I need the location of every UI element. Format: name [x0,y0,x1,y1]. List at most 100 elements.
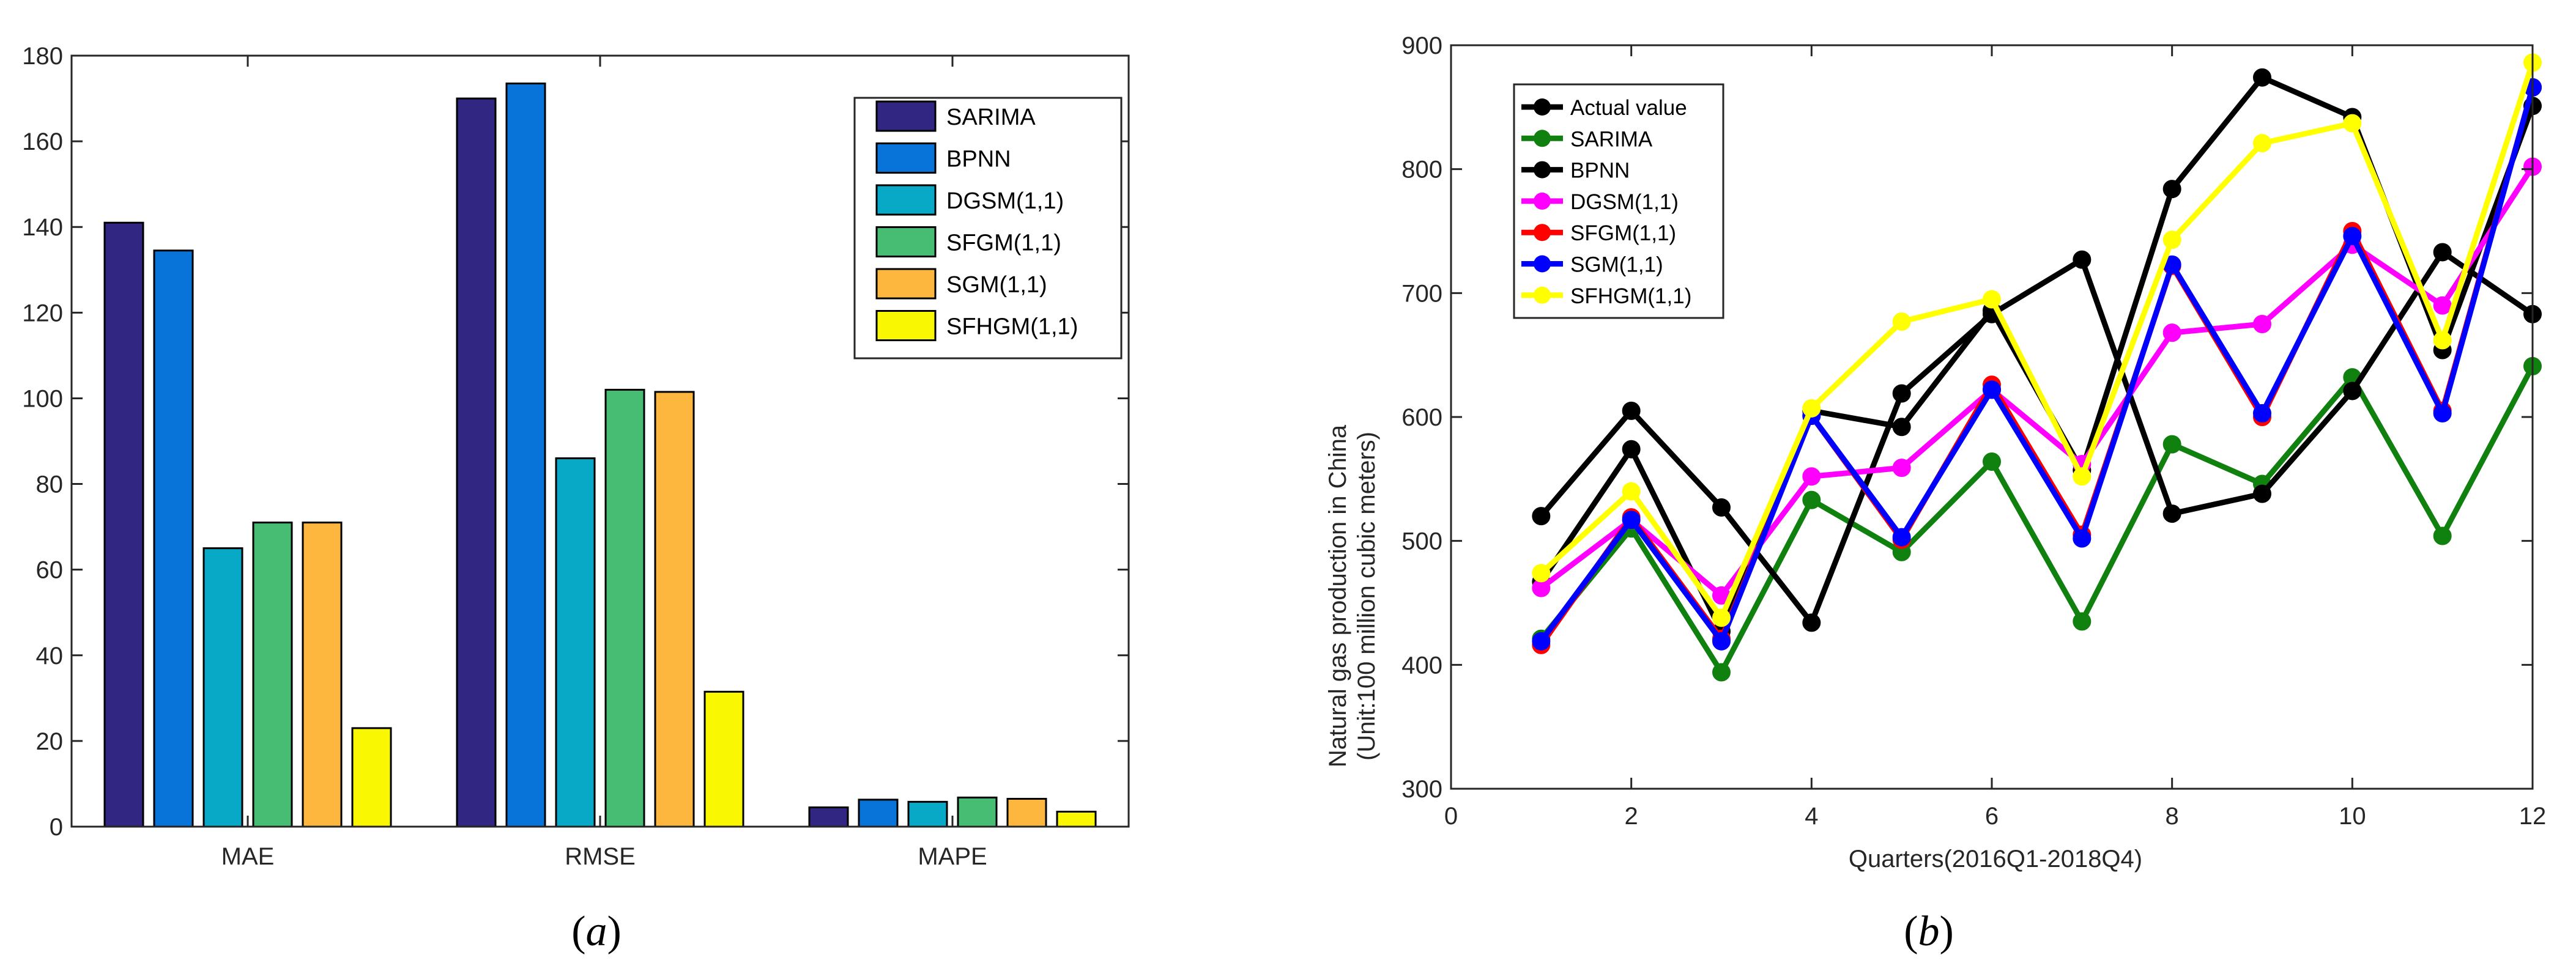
legend-label: SGM(1,1) [1570,253,1663,277]
legend-marker-dgsm-1-1-3 [1534,192,1551,210]
x-tick-label: 12 [2519,803,2547,830]
bar-sfgm-1-1-mape [957,796,998,828]
legend-marker-actual-value-0 [1534,98,1551,116]
bar-sfhgm-1-1-mae [351,727,392,828]
bar-dgsm-1-1-mape [907,800,948,828]
y-tick-label: 60 [36,557,64,584]
y-tick-label: 300 [1401,776,1442,803]
legend-label: SARIMA [1570,127,1653,151]
point-sgm-1-1-7 [2073,529,2092,548]
point-dgsm-1-1-8 [2162,323,2181,342]
y-tick-label: 600 [1401,404,1442,431]
line-chart-series [1532,53,2542,682]
legend-label: SFHGM(1,1) [946,314,1078,340]
legend-label: DGSM(1,1) [946,188,1064,214]
series-sarima-1 [1532,356,2542,682]
point-bpnn-4 [1802,613,1821,632]
legend-swatch-bpnn [875,142,937,174]
bar-dgsm-1-1-mae [202,547,243,828]
bar-sfgm-1-1-rmse [604,388,645,828]
series-bpnn-2 [1532,243,2542,632]
point-sfhgm-1-1-7 [2073,467,2092,486]
x-tick-label: 8 [2166,803,2179,830]
legend-label: BPNN [1570,159,1630,183]
bar-chart-bars [103,83,1097,828]
point-sgm-1-1-6 [1983,380,2001,399]
legend-swatch-sgm-1-1 [875,268,937,300]
bar-sgm-1-1-rmse [654,391,695,828]
point-sfhgm-1-1-6 [1983,290,2001,309]
x-tick-label: 10 [2339,803,2366,830]
line-sfhgm-1-1 [1539,61,2536,621]
line-sarima [1539,364,2535,675]
panel-a-label: (a) [571,908,622,955]
point-bpnn-1 [1532,507,1551,526]
point-sgm-1-1-3 [1712,632,1731,651]
point-actual-value-5 [1892,418,1911,437]
bar-sarima-mae [103,221,144,828]
y-tick-label: 140 [22,214,63,241]
bar-chart-legend: SARIMA BPNN DGSM(1,1) SFGM(1,1) SGM(1,1) SFHG… [853,97,1123,360]
bar-sfhgm-1-1-mape [1056,810,1097,828]
point-sgm-1-1-1 [1532,632,1551,651]
legend-swatch-sarima [875,100,937,132]
legend-marker-sfgm-1-1-4 [1534,224,1551,242]
y-tick-label: 800 [1401,157,1442,183]
bar-chart-x-ticks: MAE RMSE MAPE [221,56,987,870]
y-tick-label: 40 [36,643,64,670]
legend-label: Actual value [1570,96,1687,120]
bar-chart-panel: 0 20 40 60 80 100 120 140 160 180 MAE RMSE MAPE SAR… [22,43,1130,955]
legend-label: DGSM(1,1) [1570,190,1679,214]
bar-bpnn-mae [153,249,194,828]
point-actual-value-9 [2253,68,2271,87]
legend-marker-bpnn-2 [1534,161,1551,179]
point-sfhgm-1-1-11 [2433,331,2452,350]
bar-sgm-1-1-mae [302,522,343,828]
point-bpnn-10 [2343,382,2362,400]
y-tick-label: 100 [22,385,63,412]
y-tick-label: 700 [1401,280,1442,307]
bar-sgm-1-1-mape [1006,797,1047,828]
bar-sfhgm-1-1-rmse [703,690,744,828]
point-sfhgm-1-1-2 [1622,482,1641,501]
line-chart-panel: 300 400 500 600 700 800 900 0 2 4 6 8 10 12 Quarters… [1324,32,2546,955]
point-dgsm-1-1-5 [1892,459,1911,478]
legend-swatch-sfgm-1-1 [875,226,937,257]
y-tick-label: 160 [22,128,63,155]
line-chart-y-axis-label-line1: Natural gas production in China [1324,424,1351,767]
legend-swatch-sfhgm-1-1 [875,310,937,341]
line-chart-y-ticks: 300 400 500 600 700 800 900 [1401,32,2533,803]
x-tick-label: 2 [1625,803,1638,830]
line-chart-y-axis-label-line2: (Unit:100 million cubic meters) [1353,432,1380,761]
point-sfhgm-1-1-1 [1532,564,1551,583]
legend-marker-sfhgm-1-1-6 [1534,286,1551,304]
panel-b-label: (b) [1904,908,1954,955]
point-bpnn-11 [2433,243,2452,262]
bar-sarima-rmse [456,97,497,828]
point-sfhgm-1-1-4 [1802,399,1821,418]
point-actual-value-2 [1622,440,1641,459]
point-sarima-7 [2073,612,2092,631]
legend-marker-sgm-1-1-5 [1534,255,1551,273]
point-dgsm-1-1-11 [2433,296,2452,315]
y-tick-label: 500 [1401,528,1442,555]
bar-chart-y-ticks: 0 20 40 60 80 100 120 140 160 180 [22,43,1129,841]
point-bpnn-5 [1892,384,1911,403]
x-tick-label: MAE [221,843,275,870]
legend-label: SFHGM(1,1) [1570,284,1691,308]
legend-swatch-dgsm-1-1 [875,184,937,216]
point-bpnn-2 [1622,401,1641,420]
x-tick-label: 0 [1444,803,1458,830]
point-bpnn-8 [2162,504,2181,523]
point-sarima-6 [1983,452,2001,471]
line-chart-x-ticks: 0 2 4 6 8 10 12 [1444,45,2546,830]
legend-label: SGM(1,1) [946,272,1047,298]
legend-marker-sarima-1 [1534,130,1551,147]
line-bpnn [1539,249,2534,625]
point-sfhgm-1-1-9 [2253,134,2271,153]
x-tick-label: RMSE [565,843,636,870]
x-tick-label: 4 [1805,803,1818,830]
point-sarima-4 [1802,490,1821,509]
